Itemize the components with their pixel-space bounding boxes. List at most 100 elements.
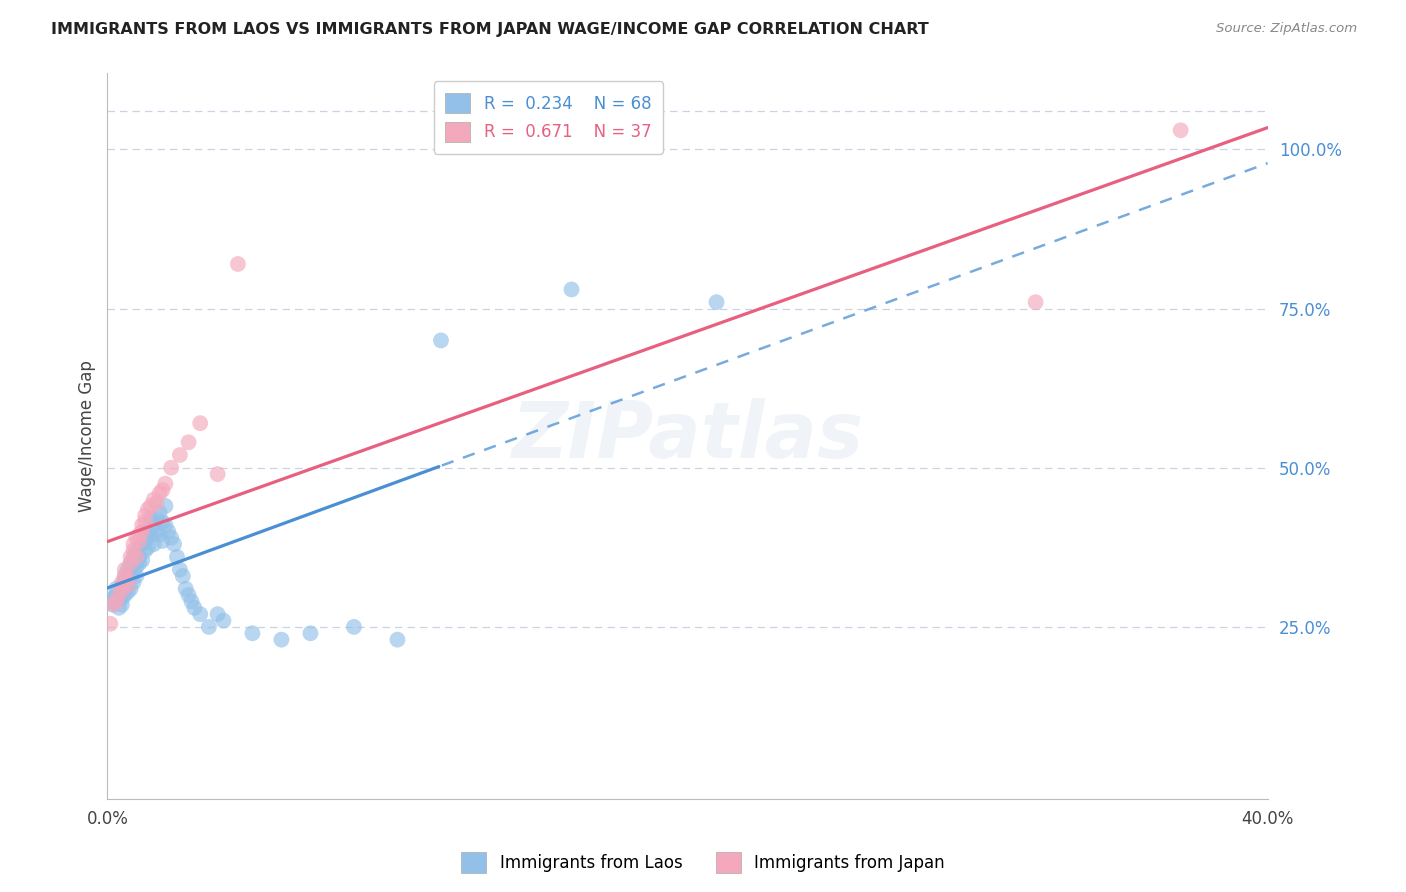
Point bbox=[152, 533, 174, 548]
Point bbox=[134, 533, 156, 548]
Point bbox=[114, 588, 136, 602]
Point bbox=[560, 283, 582, 297]
Point bbox=[101, 598, 124, 612]
Point bbox=[145, 496, 167, 510]
Point bbox=[299, 626, 322, 640]
Point bbox=[125, 531, 148, 545]
Point bbox=[226, 257, 249, 271]
Point bbox=[139, 511, 162, 525]
Point bbox=[114, 569, 136, 583]
Point bbox=[117, 578, 139, 592]
Point bbox=[136, 541, 159, 555]
Point bbox=[160, 531, 183, 545]
Point bbox=[1170, 123, 1192, 137]
Point bbox=[114, 563, 136, 577]
Point bbox=[149, 486, 172, 500]
Text: Source: ZipAtlas.com: Source: ZipAtlas.com bbox=[1216, 22, 1357, 36]
Point bbox=[169, 448, 191, 462]
Point bbox=[131, 524, 153, 539]
Point bbox=[155, 499, 177, 513]
Point bbox=[120, 556, 142, 570]
Legend: R =  0.234    N = 68, R =  0.671    N = 37: R = 0.234 N = 68, R = 0.671 N = 37 bbox=[433, 81, 664, 153]
Point bbox=[111, 591, 134, 606]
Point bbox=[177, 435, 200, 450]
Point bbox=[188, 607, 211, 622]
Point bbox=[98, 594, 121, 608]
Point bbox=[387, 632, 409, 647]
Point bbox=[111, 582, 134, 596]
Point bbox=[108, 588, 131, 602]
Point bbox=[101, 598, 124, 612]
Point bbox=[142, 518, 165, 533]
Point bbox=[125, 549, 148, 564]
Point bbox=[183, 600, 205, 615]
Point bbox=[122, 575, 145, 590]
Point bbox=[1025, 295, 1047, 310]
Point bbox=[160, 460, 183, 475]
Point bbox=[188, 416, 211, 430]
Point bbox=[120, 582, 142, 596]
Point bbox=[105, 594, 128, 608]
Point bbox=[139, 527, 162, 541]
Point bbox=[136, 502, 159, 516]
Point bbox=[108, 591, 131, 606]
Point bbox=[174, 582, 197, 596]
Point bbox=[122, 549, 145, 564]
Point bbox=[207, 467, 229, 482]
Point bbox=[270, 632, 292, 647]
Point bbox=[111, 575, 134, 590]
Point bbox=[163, 537, 186, 551]
Y-axis label: Wage/Income Gap: Wage/Income Gap bbox=[79, 360, 96, 512]
Point bbox=[122, 543, 145, 558]
Point bbox=[706, 295, 728, 310]
Point bbox=[177, 588, 200, 602]
Point bbox=[122, 537, 145, 551]
Point bbox=[169, 563, 191, 577]
Point bbox=[128, 549, 150, 564]
Point bbox=[136, 531, 159, 545]
Point bbox=[111, 598, 134, 612]
Point bbox=[242, 626, 264, 640]
Point bbox=[131, 537, 153, 551]
Point bbox=[122, 563, 145, 577]
Point bbox=[105, 588, 128, 602]
Point bbox=[155, 476, 177, 491]
Point bbox=[117, 563, 139, 577]
Point bbox=[128, 527, 150, 541]
Text: IMMIGRANTS FROM LAOS VS IMMIGRANTS FROM JAPAN WAGE/INCOME GAP CORRELATION CHART: IMMIGRANTS FROM LAOS VS IMMIGRANTS FROM … bbox=[51, 22, 928, 37]
Point bbox=[152, 483, 174, 497]
Point bbox=[117, 572, 139, 586]
Point bbox=[128, 533, 150, 548]
Point bbox=[207, 607, 229, 622]
Text: ZIPatlas: ZIPatlas bbox=[512, 398, 863, 474]
Point bbox=[114, 575, 136, 590]
Point bbox=[128, 556, 150, 570]
Point bbox=[155, 518, 177, 533]
Point bbox=[142, 492, 165, 507]
Point bbox=[145, 511, 167, 525]
Legend: Immigrants from Laos, Immigrants from Japan: Immigrants from Laos, Immigrants from Ja… bbox=[454, 846, 952, 880]
Point bbox=[166, 549, 188, 564]
Point bbox=[145, 524, 167, 539]
Point bbox=[131, 553, 153, 567]
Point bbox=[111, 578, 134, 592]
Point bbox=[125, 559, 148, 574]
Point bbox=[98, 616, 121, 631]
Point bbox=[134, 515, 156, 529]
Point bbox=[120, 549, 142, 564]
Point bbox=[117, 578, 139, 592]
Point bbox=[149, 505, 172, 519]
Point bbox=[117, 585, 139, 599]
Point bbox=[134, 508, 156, 523]
Point bbox=[114, 569, 136, 583]
Point bbox=[172, 569, 194, 583]
Point bbox=[343, 620, 366, 634]
Point bbox=[120, 569, 142, 583]
Point bbox=[430, 334, 453, 348]
Point bbox=[157, 524, 180, 539]
Point bbox=[101, 591, 124, 606]
Point bbox=[108, 600, 131, 615]
Point bbox=[142, 537, 165, 551]
Point bbox=[105, 582, 128, 596]
Point bbox=[152, 515, 174, 529]
